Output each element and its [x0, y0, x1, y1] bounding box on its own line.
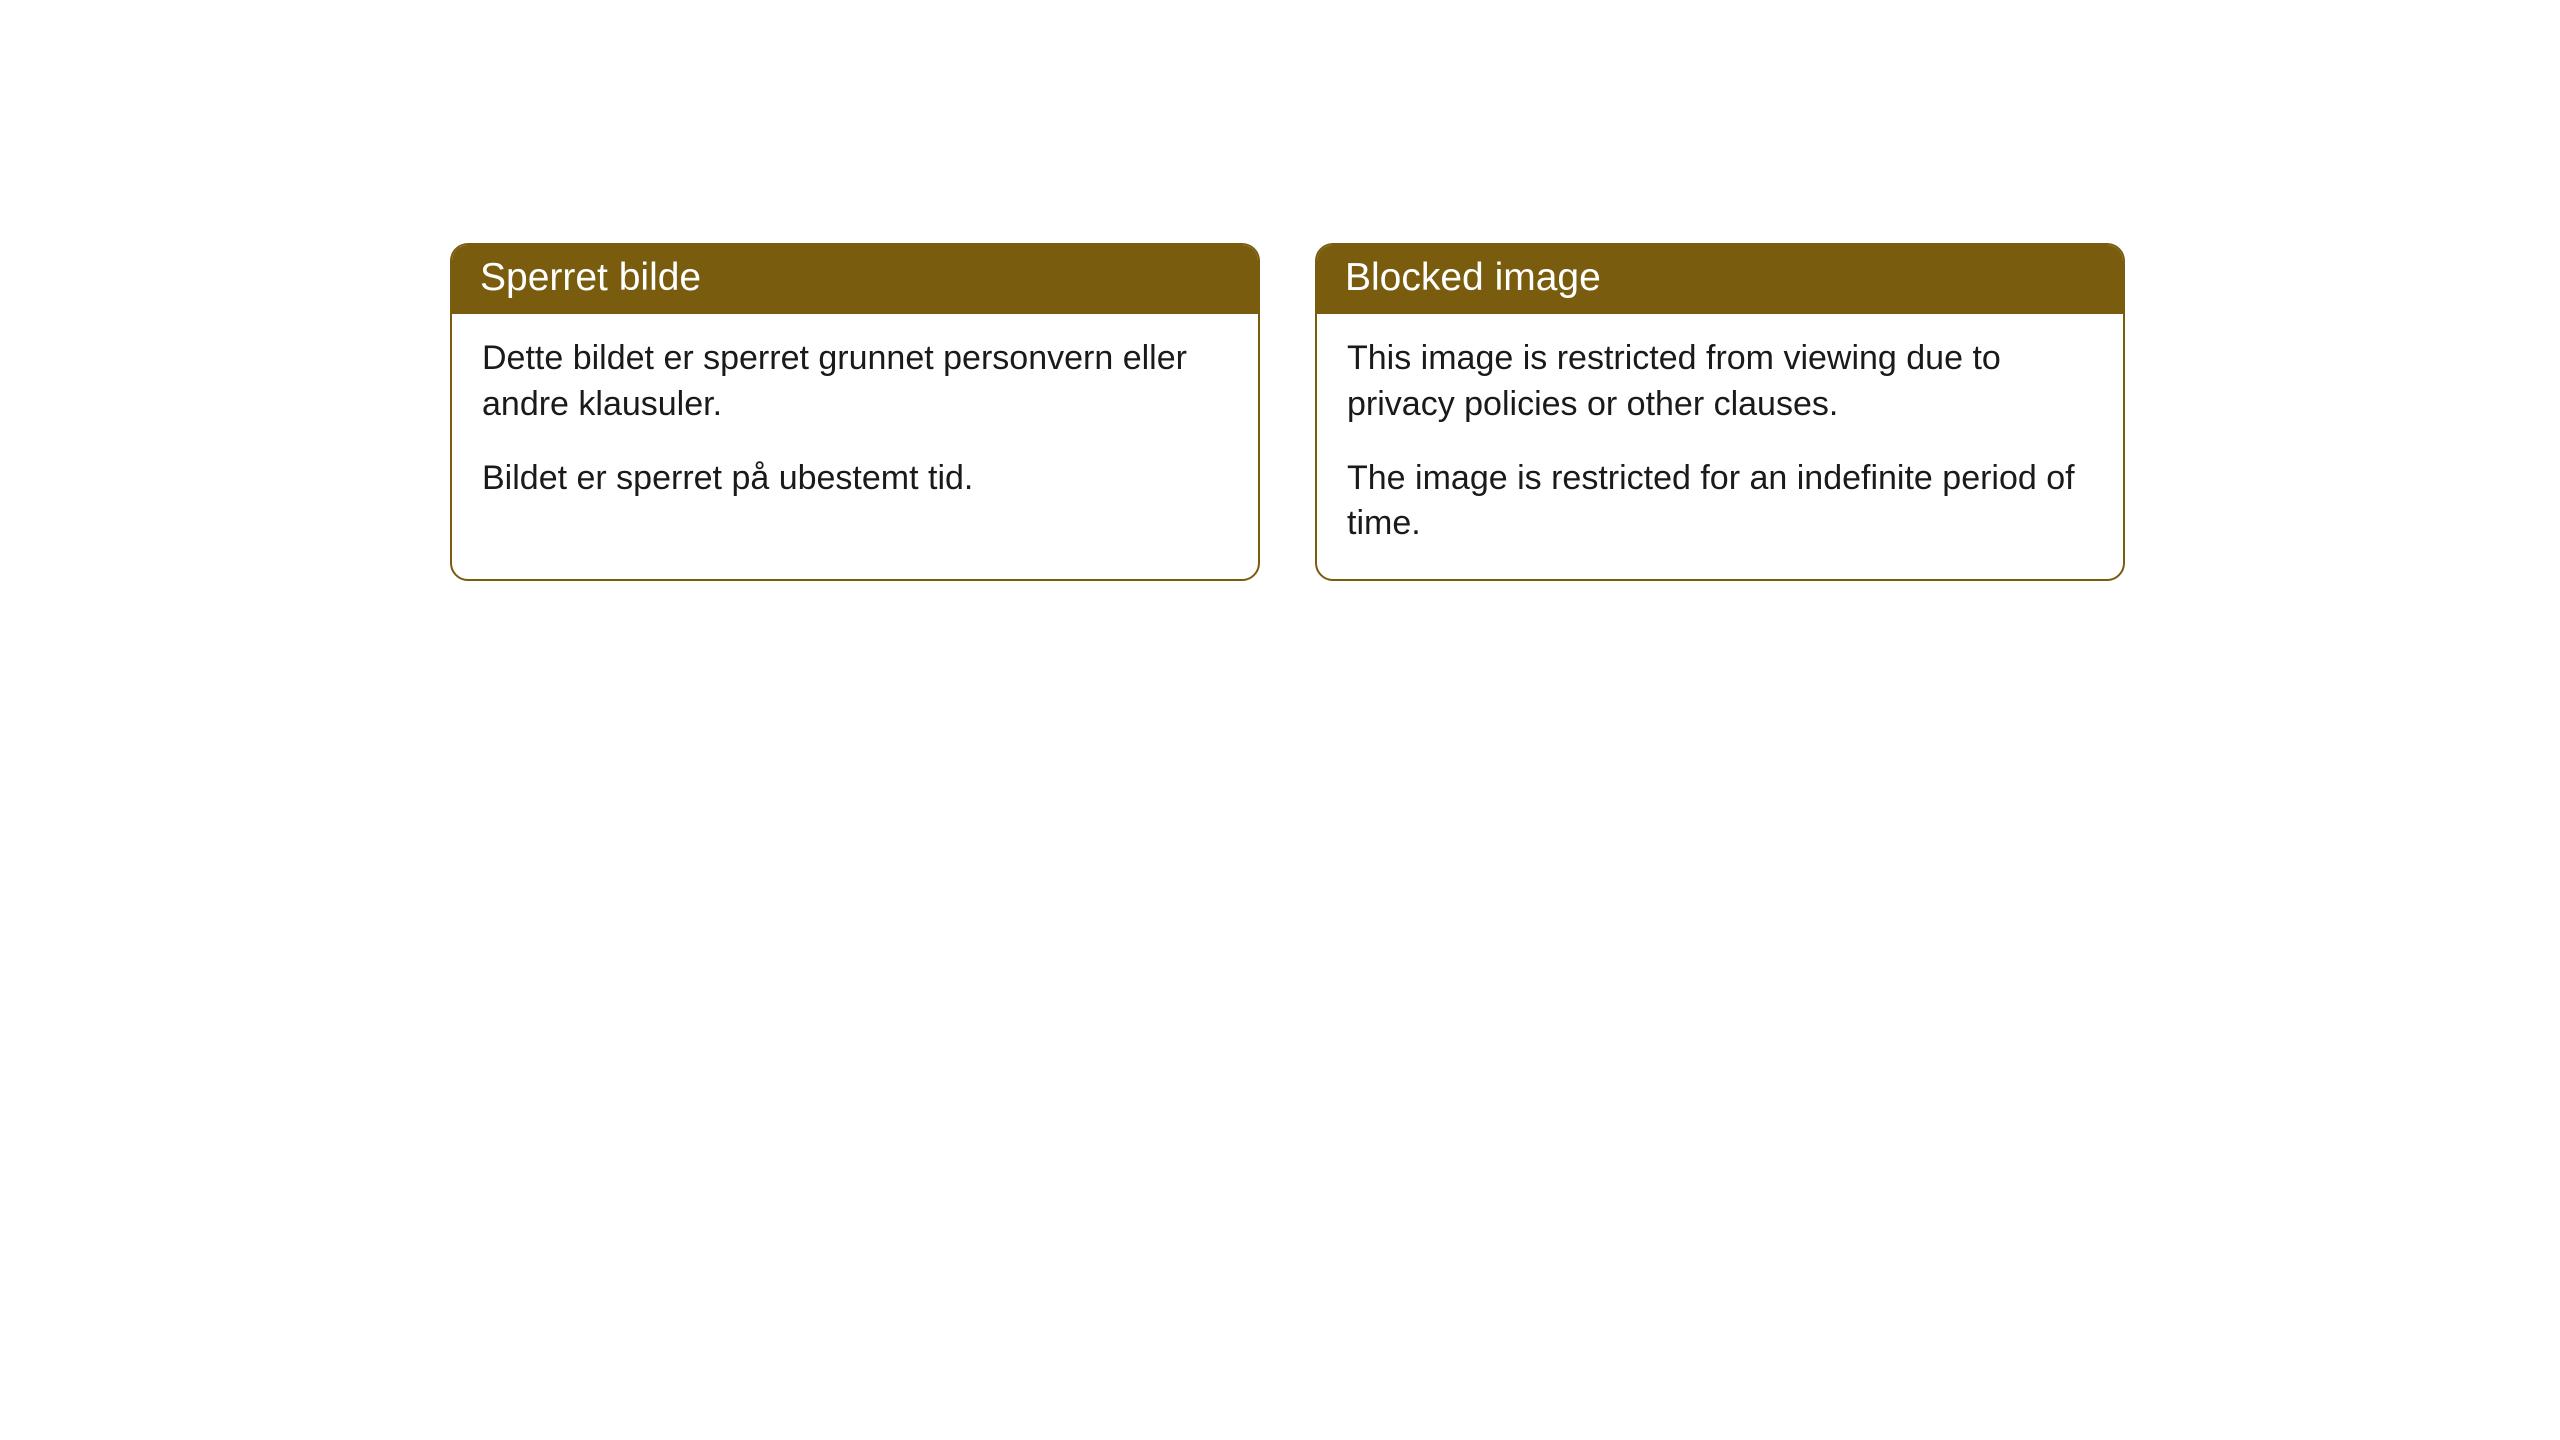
card-title: Blocked image	[1345, 256, 1601, 299]
card-paragraph: This image is restricted from viewing du…	[1347, 336, 2093, 428]
card-paragraph: Dette bildet er sperret grunnet personve…	[482, 336, 1228, 428]
card-paragraph: The image is restricted for an indefinit…	[1347, 456, 2093, 548]
card-header: Blocked image	[1317, 245, 2123, 314]
notice-card-english: Blocked image This image is restricted f…	[1315, 243, 2125, 581]
card-paragraph: Bildet er sperret på ubestemt tid.	[482, 456, 1228, 502]
card-title: Sperret bilde	[480, 256, 701, 299]
card-body: Dette bildet er sperret grunnet personve…	[452, 314, 1258, 534]
notice-cards-container: Sperret bilde Dette bildet er sperret gr…	[450, 243, 2125, 581]
card-header: Sperret bilde	[452, 245, 1258, 314]
card-body: This image is restricted from viewing du…	[1317, 314, 2123, 580]
notice-card-norwegian: Sperret bilde Dette bildet er sperret gr…	[450, 243, 1260, 581]
